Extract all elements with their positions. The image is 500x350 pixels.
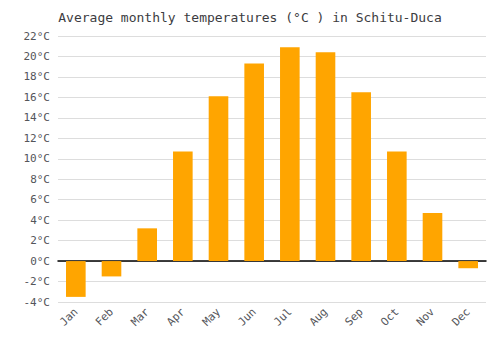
svg-text:Jan: Jan <box>57 305 80 328</box>
svg-text:Average monthly temperatures (: Average monthly temperatures (°C ) in Sc… <box>58 10 442 25</box>
svg-text:14°C: 14°C <box>24 111 51 124</box>
svg-text:Nov: Nov <box>414 305 437 328</box>
svg-text:16°C: 16°C <box>24 91 51 104</box>
svg-text:6°C: 6°C <box>30 193 50 206</box>
svg-text:Aug: Aug <box>307 305 330 328</box>
svg-text:Jun: Jun <box>236 305 259 328</box>
svg-text:May: May <box>200 305 223 328</box>
svg-text:10°C: 10°C <box>24 152 51 165</box>
svg-text:18°C: 18°C <box>24 70 51 83</box>
svg-text:20°C: 20°C <box>24 50 51 63</box>
svg-text:4°C: 4°C <box>30 214 50 227</box>
svg-text:0°C: 0°C <box>30 255 50 268</box>
svg-text:Dec: Dec <box>450 305 473 328</box>
svg-text:2°C: 2°C <box>30 234 50 247</box>
svg-text:-2°C: -2°C <box>24 275 51 288</box>
svg-text:8°C: 8°C <box>30 173 50 186</box>
svg-text:12°C: 12°C <box>24 132 51 145</box>
svg-text:Jul: Jul <box>271 305 294 328</box>
svg-text:22°C: 22°C <box>24 30 51 43</box>
svg-text:Oct: Oct <box>378 305 401 328</box>
svg-text:Feb: Feb <box>93 305 116 328</box>
svg-text:Sep: Sep <box>343 305 366 328</box>
svg-text:Mar: Mar <box>129 305 152 328</box>
svg-text:-4°C: -4°C <box>24 296 51 309</box>
svg-text:Apr: Apr <box>164 305 187 328</box>
